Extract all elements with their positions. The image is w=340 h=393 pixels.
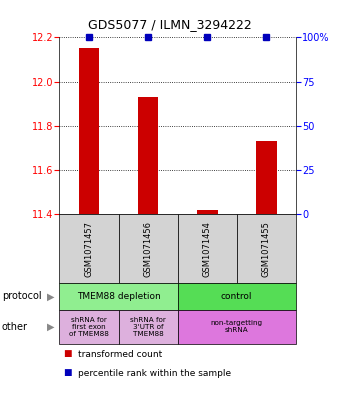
Bar: [79, 48, 99, 214]
Text: shRNA for
first exon
of TMEM88: shRNA for first exon of TMEM88: [69, 317, 109, 337]
Text: transformed count: transformed count: [78, 350, 163, 359]
Text: ■: ■: [63, 368, 71, 377]
Text: other: other: [2, 322, 28, 332]
Text: GSM1071454: GSM1071454: [203, 220, 212, 277]
Text: GSM1071457: GSM1071457: [85, 220, 94, 277]
Bar: [256, 141, 277, 214]
Bar: [197, 210, 218, 214]
Text: shRNA for
3'UTR of
TMEM88: shRNA for 3'UTR of TMEM88: [130, 317, 166, 337]
Text: protocol: protocol: [2, 291, 41, 301]
Bar: [138, 97, 158, 214]
Text: percentile rank within the sample: percentile rank within the sample: [78, 369, 231, 378]
Text: GSM1071455: GSM1071455: [262, 220, 271, 277]
Text: GDS5077 / ILMN_3294222: GDS5077 / ILMN_3294222: [88, 18, 252, 31]
Text: GSM1071456: GSM1071456: [143, 220, 153, 277]
Text: control: control: [221, 292, 253, 301]
Text: ▶: ▶: [47, 291, 55, 301]
Text: TMEM88 depletion: TMEM88 depletion: [77, 292, 160, 301]
Text: ■: ■: [63, 349, 71, 358]
Text: non-targetting
shRNA: non-targetting shRNA: [211, 320, 263, 334]
Text: ▶: ▶: [47, 322, 55, 332]
